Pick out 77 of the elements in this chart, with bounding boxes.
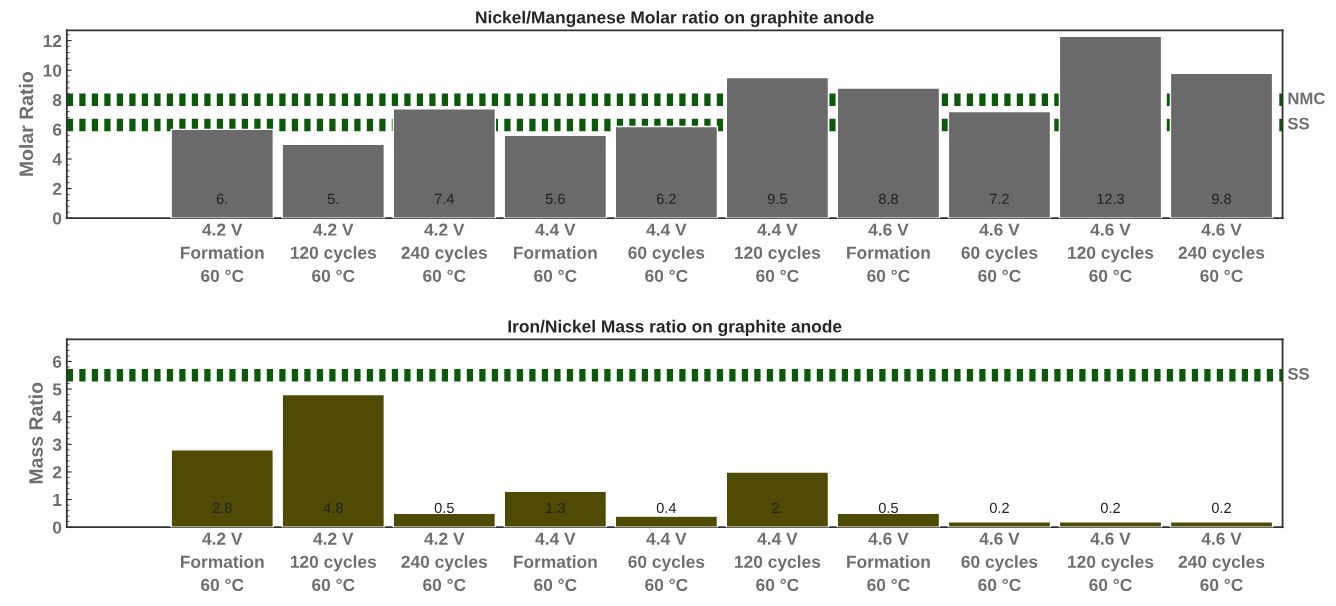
x-tick-label: 4.4 V 120 cycles 60 °C <box>735 532 821 592</box>
x-tick-label: 4.6 V 120 cycles 60 °C <box>1068 532 1154 592</box>
bar <box>281 143 386 219</box>
bar <box>1058 35 1163 219</box>
y-tick-label: 1 <box>53 493 62 506</box>
bar <box>947 520 1052 528</box>
bar <box>836 512 941 528</box>
bar <box>947 110 1052 219</box>
data-label: 9.8 <box>1212 193 1231 205</box>
data-label: 6.2 <box>656 193 676 205</box>
data-label: 9.5 <box>767 193 787 205</box>
bar <box>725 471 830 528</box>
data-label: 0.2 <box>1100 502 1120 514</box>
data-label: 0.2 <box>989 502 1009 514</box>
y-tick-label: 2 <box>52 182 62 195</box>
data-label: 7.2 <box>990 193 1009 204</box>
x-tick-label: 4.4 V 60 cycles 60 °C <box>628 532 705 592</box>
y-tick-label: 8 <box>52 93 62 107</box>
bar <box>281 393 386 528</box>
x-tick-label: 4.2 V Formation 60 °C <box>180 223 264 282</box>
x-tick-label: 4.6 V 60 cycles 60 °C <box>961 532 1038 592</box>
x-tick-label: 4.2 V 240 cycles 60 °C <box>401 532 488 592</box>
bar <box>1058 520 1163 528</box>
y-tick-label: 2 <box>52 466 62 479</box>
y-axis-title: Molar Ratio <box>18 72 34 176</box>
data-label: 12.3 <box>1097 193 1125 205</box>
y-tick-label: 0 <box>52 521 62 534</box>
data-label: 7.4 <box>434 193 455 204</box>
ref-line-label: NMC <box>1288 92 1325 105</box>
bar <box>725 76 830 219</box>
data-label: 0.5 <box>878 502 898 514</box>
bar <box>836 87 941 219</box>
x-tick-label: 4.6 V 240 cycles 60 °C <box>1178 532 1265 592</box>
data-label: 6. <box>216 193 227 205</box>
ref-line-label: SS <box>1287 367 1310 380</box>
x-tick-label: 4.6 V Formation 60 °C <box>847 223 930 282</box>
data-label: 0.5 <box>434 502 454 514</box>
x-tick-label: 4.6 V 120 cycles 60 °C <box>1068 223 1154 282</box>
x-tick-label: 4.4 V 120 cycles 60 °C <box>735 223 821 282</box>
data-label: 0.4 <box>656 502 677 514</box>
x-tick-label: 4.6 V 240 cycles 60 °C <box>1178 223 1265 282</box>
data-label: 8.8 <box>878 193 898 205</box>
y-axis-title: Mass Ratio <box>28 382 43 484</box>
y-tick-label: 5 <box>52 383 62 396</box>
y-tick-label: 6 <box>52 123 62 136</box>
bar <box>503 490 608 528</box>
chart-title: Iron/Nickel Mass ratio on graphite anode <box>508 319 842 337</box>
x-tick-label: 4.4 V Formation 60 °C <box>514 223 597 282</box>
y-tick-label: 4 <box>52 153 62 166</box>
bar <box>503 134 608 219</box>
x-tick-label: 4.2 V 120 cycles 60 °C <box>290 532 377 592</box>
x-tick-label: 4.2 V 120 cycles 60 °C <box>290 223 377 282</box>
bar <box>170 128 275 219</box>
bar <box>170 449 275 528</box>
x-tick-label: 4.2 V 240 cycles 60 °C <box>401 223 488 282</box>
x-tick-label: 4.2 V Formation 60 °C <box>180 532 264 592</box>
bar <box>1169 520 1274 528</box>
data-label: 5. <box>327 193 339 205</box>
data-label: 5.6 <box>545 193 565 205</box>
bar <box>614 515 719 528</box>
bar <box>392 512 497 528</box>
y-tick-label: 0 <box>52 212 62 225</box>
ref-line-label: SS <box>1287 117 1310 130</box>
data-label: 0.2 <box>1211 502 1231 514</box>
y-tick-label: 10 <box>43 64 62 77</box>
x-tick-label: 4.4 V 60 cycles 60 °C <box>628 223 705 282</box>
bar <box>392 108 497 219</box>
x-tick-label: 4.4 V Formation 60 °C <box>514 532 597 592</box>
y-tick-label: 12 <box>43 34 62 47</box>
bar <box>614 125 719 219</box>
chart-title: Nickel/Manganese Molar ratio on graphite anode <box>476 10 874 28</box>
bar <box>1169 72 1274 219</box>
y-tick-label: 6 <box>52 355 62 368</box>
x-tick-label: 4.6 V Formation 60 °C <box>847 532 930 592</box>
x-tick-label: 4.6 V 60 cycles 60 °C <box>961 223 1038 282</box>
y-tick-label: 3 <box>52 438 62 451</box>
y-tick-label: 4 <box>52 411 62 423</box>
